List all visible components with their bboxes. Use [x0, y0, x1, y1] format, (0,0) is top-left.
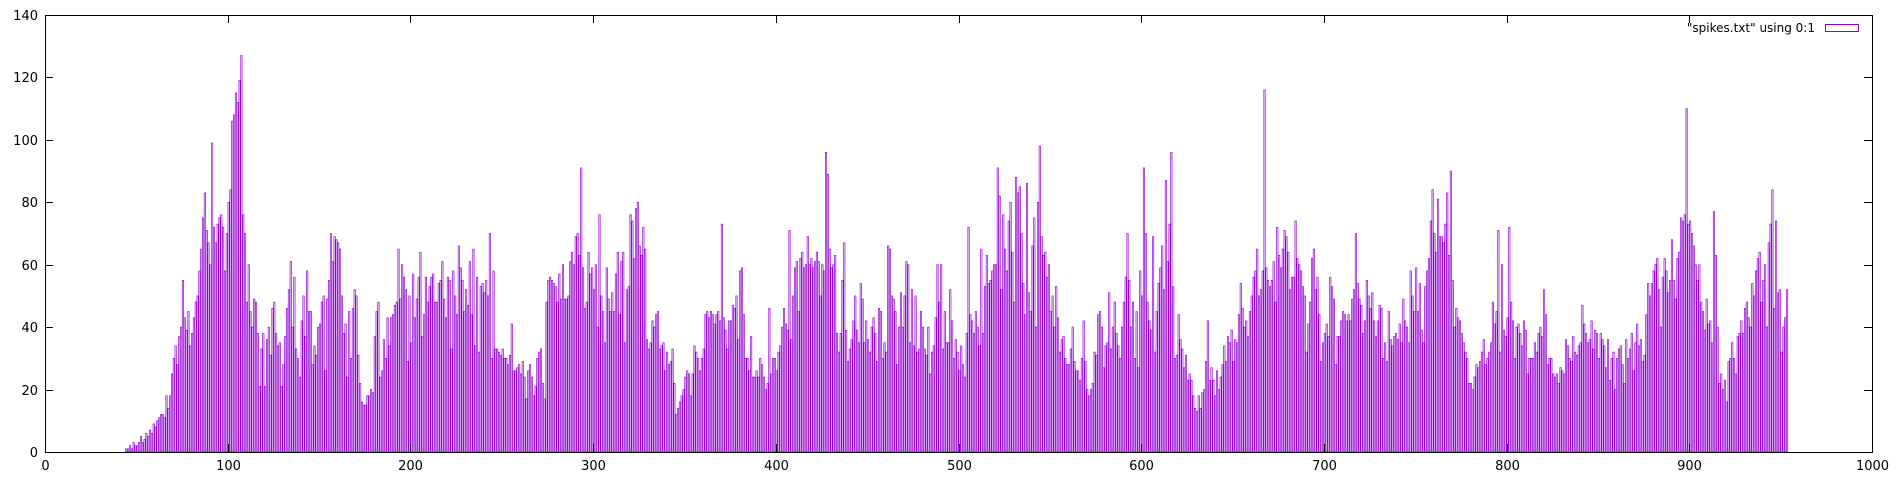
x-tick-label: 800 — [1495, 459, 1520, 474]
y-tick-label: 140 — [13, 9, 38, 24]
y-tick-label: 0 — [30, 446, 38, 461]
x-tick-label: 200 — [398, 459, 423, 474]
y-tick-label: 40 — [21, 321, 38, 336]
x-tick-label: 700 — [1312, 459, 1337, 474]
x-tick-label: 300 — [581, 459, 606, 474]
x-tick-label: 0 — [41, 459, 49, 474]
legend-swatch — [1825, 24, 1859, 32]
legend-label: "spikes.txt" using 0:1 — [1687, 21, 1815, 35]
y-tick-label: 100 — [13, 134, 38, 149]
x-tick-label: 1000 — [1856, 459, 1889, 474]
x-tick-label: 400 — [764, 459, 789, 474]
x-tick-label: 600 — [1129, 459, 1154, 474]
y-tick-label: 80 — [21, 196, 38, 211]
x-tick-label: 900 — [1677, 459, 1702, 474]
y-tick-label: 60 — [21, 259, 38, 274]
legend: "spikes.txt" using 0:1 — [1687, 21, 1859, 35]
x-tick-label: 500 — [947, 459, 972, 474]
x-axis: 0 100 200 300 400 500 600 700 800 900 1000 — [41, 15, 1889, 474]
y-tick-label: 120 — [13, 71, 38, 86]
x-tick-label: 100 — [216, 459, 241, 474]
bar-series — [125, 55, 1789, 453]
y-axis: 0 20 40 60 80 100 120 140 — [13, 9, 1872, 461]
y-tick-label: 20 — [21, 384, 38, 399]
